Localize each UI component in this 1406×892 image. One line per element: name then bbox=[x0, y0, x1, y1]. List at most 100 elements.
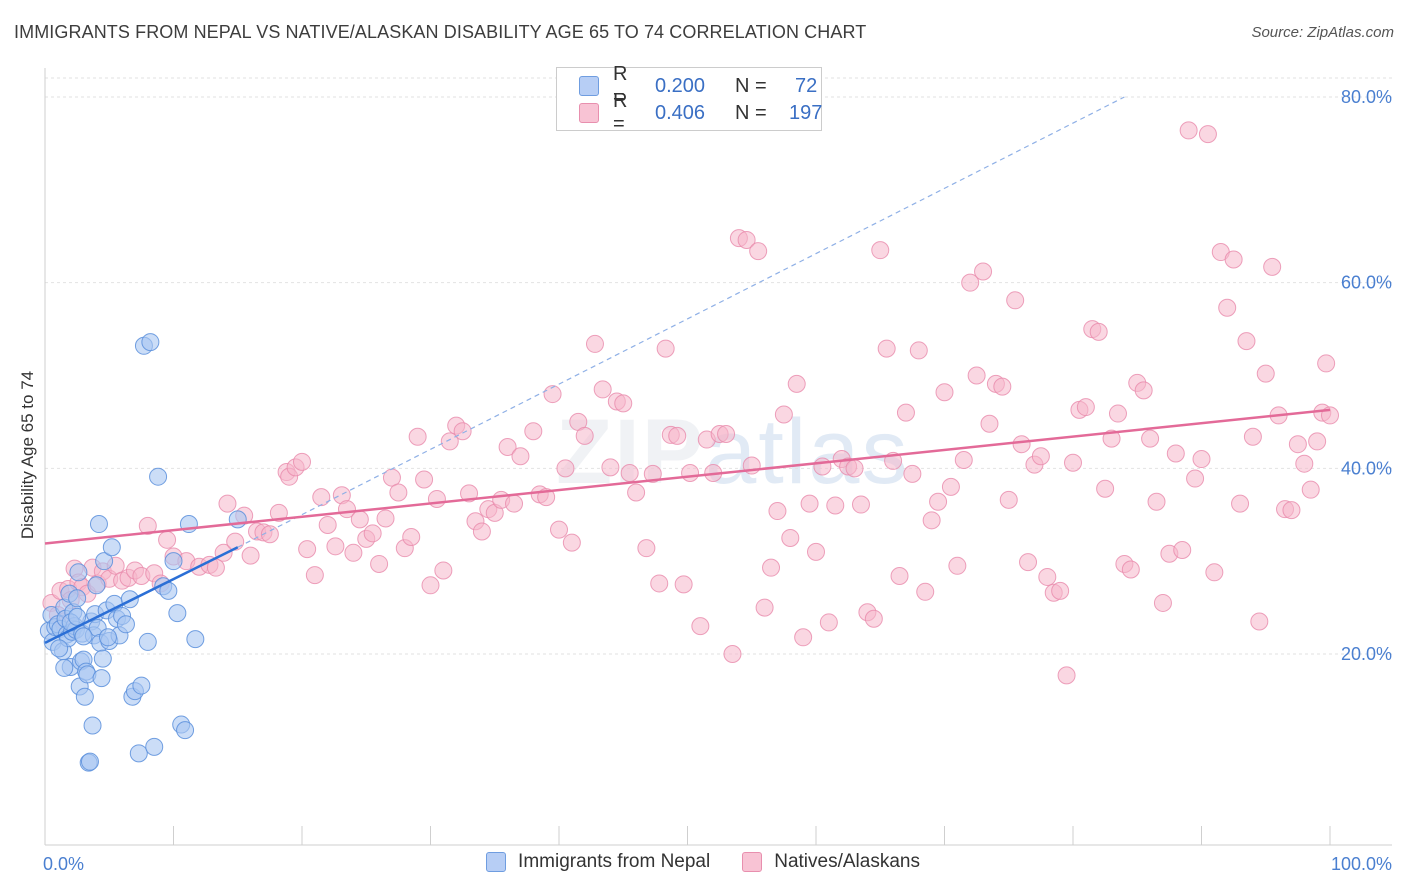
point-nepal bbox=[164, 552, 183, 571]
point-nepal bbox=[87, 576, 106, 595]
point-natives bbox=[453, 422, 472, 441]
point-nepal bbox=[186, 630, 205, 649]
point-natives bbox=[1256, 364, 1275, 383]
point-natives bbox=[1288, 435, 1307, 454]
point-natives bbox=[922, 511, 941, 530]
legend-item-nepal[interactable]: Immigrants from Nepal bbox=[486, 851, 710, 873]
point-natives bbox=[305, 566, 324, 585]
point-natives bbox=[1153, 593, 1172, 612]
point-natives bbox=[620, 463, 639, 482]
point-natives bbox=[511, 447, 530, 466]
point-natives bbox=[1308, 432, 1327, 451]
point-natives bbox=[1064, 453, 1082, 472]
point-nepal bbox=[129, 744, 148, 763]
point-nepal bbox=[168, 604, 187, 623]
point-natives bbox=[643, 464, 662, 483]
y-tick-label: 40.0% bbox=[1341, 458, 1392, 478]
point-natives bbox=[269, 503, 288, 522]
point-nepal bbox=[141, 333, 160, 352]
point-natives bbox=[826, 496, 845, 515]
point-natives bbox=[819, 613, 838, 632]
n-label: N = bbox=[735, 101, 767, 124]
point-natives bbox=[903, 464, 922, 483]
point-natives bbox=[768, 502, 787, 521]
point-natives bbox=[813, 457, 832, 476]
point-natives bbox=[1121, 560, 1140, 579]
point-natives bbox=[543, 385, 562, 404]
r-value: 0.200 bbox=[655, 74, 706, 97]
point-nepal bbox=[102, 538, 121, 557]
y-tick-label: 20.0% bbox=[1341, 644, 1392, 664]
point-natives bbox=[974, 262, 993, 281]
point-natives bbox=[363, 524, 382, 543]
point-natives bbox=[158, 530, 177, 549]
point-natives bbox=[1057, 666, 1076, 685]
point-natives bbox=[1263, 257, 1282, 276]
point-natives bbox=[298, 540, 317, 559]
point-nepal bbox=[138, 632, 157, 651]
point-nepal bbox=[75, 687, 94, 706]
point-natives bbox=[737, 230, 756, 249]
point-natives bbox=[1301, 480, 1320, 499]
point-natives bbox=[1205, 563, 1224, 582]
point-natives bbox=[1173, 541, 1192, 560]
trend-nepal bbox=[44, 546, 239, 644]
point-nepal bbox=[50, 639, 69, 658]
point-natives bbox=[389, 483, 408, 502]
point-natives bbox=[498, 437, 517, 456]
legend-swatch-nepal bbox=[486, 852, 507, 872]
point-natives bbox=[691, 617, 710, 636]
point-natives bbox=[909, 341, 928, 360]
point-natives bbox=[749, 242, 768, 261]
point-natives bbox=[593, 380, 612, 399]
point-natives bbox=[1019, 553, 1038, 572]
point-natives bbox=[1038, 567, 1057, 586]
point-nepal bbox=[68, 589, 87, 608]
x-tick-label: 100.0% bbox=[1331, 854, 1392, 874]
point-natives bbox=[929, 492, 948, 511]
point-nepal bbox=[176, 721, 195, 740]
point-natives bbox=[717, 424, 736, 443]
point-nepal bbox=[68, 607, 87, 626]
trend-natives bbox=[44, 408, 1331, 545]
legend-item-natives[interactable]: Natives/Alaskans bbox=[742, 851, 920, 873]
point-natives bbox=[415, 470, 434, 489]
point-natives bbox=[575, 426, 594, 445]
point-natives bbox=[941, 477, 960, 496]
point-natives bbox=[781, 528, 800, 547]
point-natives bbox=[890, 567, 909, 586]
point-nepal bbox=[89, 515, 108, 534]
point-natives bbox=[800, 494, 819, 513]
r-label: R = bbox=[613, 63, 628, 108]
point-natives bbox=[674, 575, 693, 594]
point-natives bbox=[668, 426, 687, 445]
point-nepal bbox=[145, 737, 164, 756]
point-nepal bbox=[95, 552, 114, 571]
point-natives bbox=[1192, 450, 1211, 469]
point-natives bbox=[1282, 501, 1301, 520]
point-natives bbox=[627, 483, 646, 502]
n-label: N = bbox=[735, 74, 767, 97]
point-natives bbox=[1012, 435, 1031, 454]
point-natives bbox=[1147, 492, 1166, 511]
point-natives bbox=[344, 543, 363, 562]
point-natives bbox=[851, 495, 870, 514]
point-nepal bbox=[116, 615, 135, 634]
point-natives bbox=[681, 463, 700, 482]
point-natives bbox=[218, 494, 237, 513]
point-nepal bbox=[132, 676, 151, 695]
series-legend: Immigrants from Nepal Natives/Alaskans bbox=[0, 851, 1406, 873]
point-nepal bbox=[98, 628, 117, 647]
point-natives bbox=[723, 645, 742, 663]
point-natives bbox=[402, 528, 421, 547]
legend-swatch-natives bbox=[742, 852, 763, 872]
point-natives bbox=[550, 520, 568, 539]
point-natives bbox=[376, 509, 395, 528]
point-natives bbox=[762, 558, 781, 577]
r-label: R = bbox=[613, 90, 628, 135]
point-nepal bbox=[69, 563, 88, 582]
point-nepal bbox=[92, 669, 111, 688]
point-natives bbox=[794, 628, 813, 647]
point-natives bbox=[1031, 447, 1050, 466]
point-natives bbox=[967, 366, 986, 385]
